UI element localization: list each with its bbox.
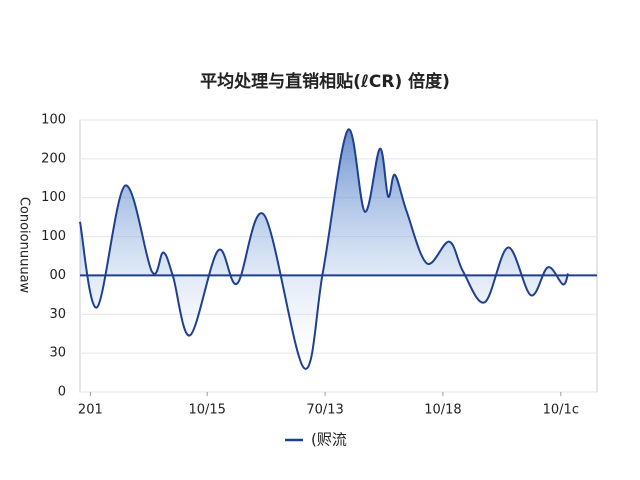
y-tick-label: 30 (49, 346, 66, 361)
legend-label: (赆流 (311, 431, 347, 449)
y-tick-label: 100 (41, 190, 66, 205)
y-tick-label: 200 (41, 151, 66, 166)
x-tick-label: 10/15 (188, 403, 225, 418)
line (79, 128, 569, 370)
y-axis-label: Conoionuuuaw (17, 197, 32, 294)
x-tick-label: 10/18 (424, 403, 461, 418)
y-tick-label: 30 (49, 307, 66, 322)
area (80, 129, 569, 369)
x-tick-label: 70/13 (306, 403, 343, 418)
y-tick-label: 100 (41, 229, 66, 244)
x-tick-label: 10/1c (543, 403, 579, 418)
x-tick-label: 201 (78, 403, 103, 418)
y-tick-label: 0 (58, 385, 66, 400)
y-tick-label: 100 (41, 113, 66, 128)
y-tick-label: 00 (49, 268, 66, 283)
chart-title: 平均处理与直销相贴(ℓCR) 倍度) (200, 71, 450, 92)
